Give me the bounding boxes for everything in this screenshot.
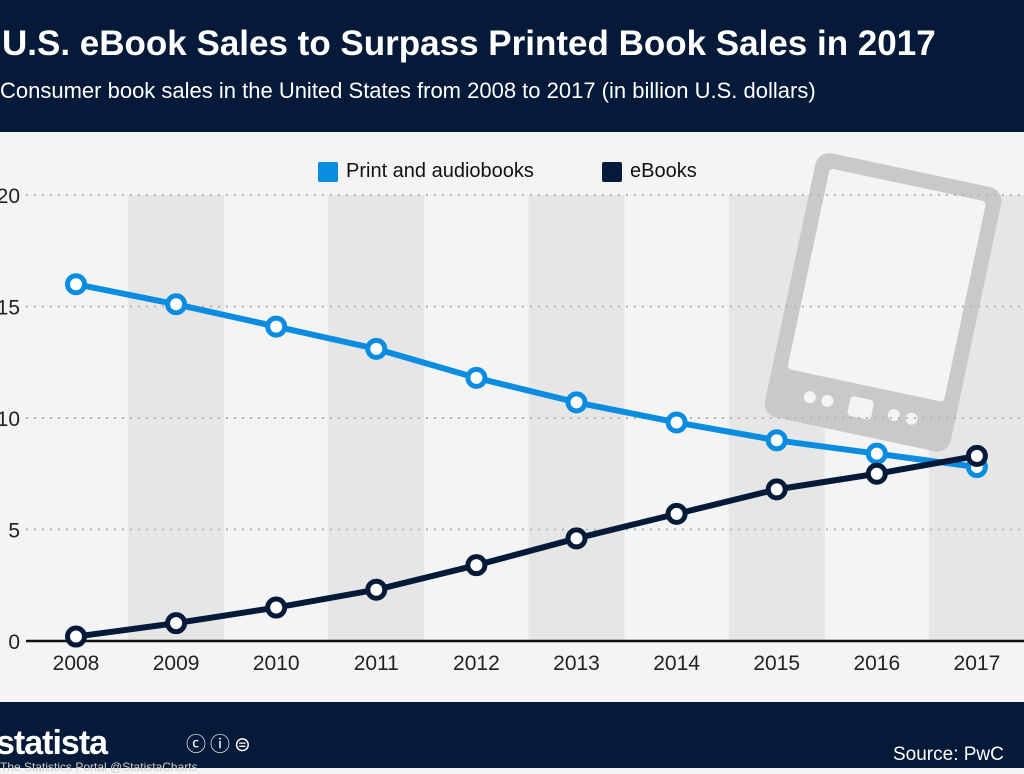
legend-swatch-print (318, 161, 338, 182)
x-tick-label: 2012 (453, 652, 500, 675)
data-point-1 (465, 554, 488, 577)
data-point-1 (765, 478, 788, 501)
data-point-1 (665, 502, 688, 525)
data-point-0 (565, 391, 588, 414)
x-tick-label: 2009 (153, 652, 200, 675)
series-line-0 (75, 281, 978, 471)
column-band (528, 195, 625, 641)
data-point-0 (865, 442, 888, 465)
x-tick-label: 2008 (53, 652, 100, 675)
x-tick-label: 2017 (954, 652, 1001, 675)
x-tick-label: 2013 (553, 652, 600, 675)
y-tick-label: 20 (0, 185, 20, 208)
line-chart: 0 5 10 15 20 2008 2009 2010 2011 2012 2013 2014 2015… (0, 153, 1024, 675)
series-line-1 (75, 452, 978, 640)
legend-item-print: Print and audiobooks (318, 160, 534, 183)
header: U.S. eBook Sales to Surpass Printed Book… (0, 0, 1024, 132)
data-point-1 (65, 625, 87, 648)
footer: statista The Statistics Portal @Statista… (0, 702, 1024, 774)
brand-subtitle: The Statistics Portal @StatistaCharts (0, 760, 198, 774)
chart-title: U.S. eBook Sales to Surpass Printed Book… (2, 24, 936, 63)
data-point-0 (665, 411, 688, 434)
data-point-1 (265, 596, 288, 619)
cc-license-icon: ⓒⓘ⊜ (186, 734, 255, 756)
data-point-0 (365, 337, 388, 360)
x-tick-label: 2010 (253, 652, 300, 675)
x-tick-label: 2015 (753, 652, 800, 675)
data-point-1 (565, 527, 588, 550)
column-band (128, 195, 225, 641)
source-text: Source: PwC (893, 744, 1004, 765)
data-point-1 (865, 462, 888, 485)
data-point-1 (965, 444, 988, 467)
data-point-1 (165, 612, 188, 635)
data-point-0 (65, 273, 87, 296)
legend-label-print: Print and audiobooks (346, 160, 534, 182)
legend-swatch-ebooks (602, 161, 622, 182)
y-tick-label: 0 (8, 631, 20, 654)
y-tick-label: 5 (8, 520, 20, 543)
y-tick-label: 10 (0, 408, 20, 431)
data-point-0 (165, 293, 188, 316)
data-point-0 (465, 366, 488, 389)
y-tick-label: 15 (0, 297, 20, 320)
x-tick-label: 2011 (354, 652, 399, 675)
tablet-illustration (764, 153, 1002, 452)
x-tick-label: 2016 (853, 652, 900, 675)
statista-logo: statista (0, 724, 108, 762)
column-band (328, 195, 425, 641)
data-point-0 (265, 315, 288, 338)
data-point-0 (765, 429, 788, 452)
legend-item-ebooks: eBooks (602, 160, 697, 183)
x-tick-label: 2014 (653, 652, 700, 675)
legend-label-ebooks: eBooks (630, 160, 697, 182)
data-point-1 (365, 578, 388, 601)
chart-subtitle: Consumer book sales in the United States… (0, 78, 816, 103)
